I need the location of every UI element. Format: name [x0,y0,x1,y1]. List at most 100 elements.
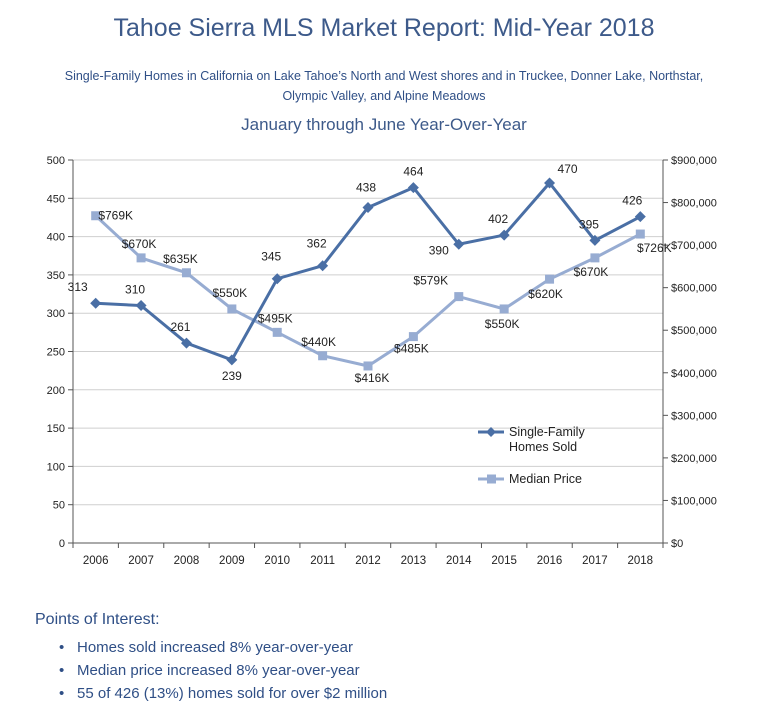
homes-sold-data-label: 464 [403,165,423,179]
poi-item: • Median price increased 8% year-over-yea… [35,659,387,682]
bullet-icon: • [59,685,65,702]
median-price-point [545,274,555,284]
x-tick-label: 2015 [491,555,517,567]
y-left-tick-label: 300 [47,308,65,320]
y-left-tick-label: 400 [47,232,65,244]
points-of-interest-title: Points of Interest: [35,611,160,628]
homes-sold-point [453,238,465,250]
y-left-tick-label: 0 [59,538,65,550]
median-price-point [227,304,237,314]
median-price-point [590,253,600,263]
y-right-tick-label: $800,000 [671,198,717,210]
median-price-data-label: $495K [258,311,293,325]
report-period: January through June Year-Over-Year [241,115,527,134]
homes-sold-data-label: 362 [307,237,327,251]
legend-median-price-marker [487,474,496,484]
y-left-tick-label: 250 [47,347,65,359]
homes-sold-point [180,337,192,349]
median-price-point [635,229,645,239]
y-right-tick-label: $300,000 [671,410,717,422]
homes-sold-data-label: 313 [68,280,88,294]
x-tick-label: 2009 [219,555,245,567]
median-price-point [272,327,282,337]
median-price-data-label: $485K [394,342,429,356]
homes-sold-point [634,211,646,223]
homes-sold-point [226,354,238,366]
x-tick-label: 2014 [446,555,472,567]
legend-homes-sold-label-line-2: Homes Sold [509,440,577,454]
x-tick-label: 2018 [628,555,654,567]
median-price-data-label: $440K [301,335,336,349]
poi-item: • Homes sold increased 8% year-over-year [35,636,387,659]
median-price-point [454,292,464,302]
median-price-data-label: $726K [637,241,672,255]
poi-text: 55 of 426 (13%) homes sold for over $2 m… [77,685,388,702]
x-tick-label: 2013 [401,555,427,567]
homes-sold-point [589,234,601,246]
bullet-icon: • [59,639,65,656]
legend-homes-sold-label-line-1: Single-Family [509,425,585,439]
y-right-tick-label: $0 [671,538,683,550]
median-price-data-label: $670K [574,265,609,279]
median-price-point [363,361,373,371]
y-right-tick-label: $200,000 [671,453,717,465]
y-left-tick-label: 500 [47,155,65,167]
subtitle-line-1: Single-Family Homes in California on Lak… [64,69,704,83]
y-right-tick-label: $900,000 [671,155,717,167]
homes-sold-point [135,300,147,312]
x-tick-label: 2011 [310,555,335,567]
homes-sold-data-label: 426 [622,194,642,208]
y-left-tick-label: 50 [53,500,65,512]
median-price-data-label: $769K [98,209,133,223]
homes-sold-data-label: 261 [170,320,190,334]
x-tick-label: 2007 [128,555,154,567]
homes-sold-point [317,260,329,272]
y-right-tick-label: $500,000 [671,325,717,337]
y-left-tick-label: 100 [47,461,65,473]
homes-sold-data-label: 345 [261,250,281,264]
homes-sold-point [90,297,102,309]
homes-sold-data-label: 395 [579,217,599,231]
median-price-data-label: $550K [212,286,247,300]
y-left-tick-label: 350 [47,270,65,282]
points-of-interest-list: • Homes sold increased 8% year-over-year … [35,636,387,705]
legend-median-price-label: Median Price [509,472,582,486]
x-tick-label: 2008 [174,555,200,567]
y-right-tick-label: $400,000 [671,368,717,380]
homes-sold-data-label: 470 [558,162,578,176]
homes-sold-point [271,273,283,285]
median-price-point [181,268,191,278]
median-price-point [499,304,509,314]
y-left-tick-label: 450 [47,193,65,205]
x-tick-label: 2006 [83,555,109,567]
report-subtitle: Single-Family Homes in California on Lak… [40,66,728,106]
y-left-tick-label: 200 [47,385,65,397]
legend-homes-sold-label: Single-Family Homes Sold [509,425,585,454]
homes-sold-point [498,229,510,241]
median-price-point [408,332,418,342]
legend-homes-sold-marker [486,427,496,437]
median-price-data-label: $416K [355,371,390,385]
median-price-point [91,211,101,221]
x-tick-label: 2016 [537,555,563,567]
poi-item: • 55 of 426 (13%) homes sold for over $2 … [35,682,387,705]
x-tick-label: 2010 [264,555,290,567]
homes-sold-data-label: 310 [125,283,145,297]
poi-text: Median price increased 8% year-over-year [77,662,360,679]
x-tick-label: 2017 [582,555,608,567]
subtitle-line-2: Olympic Valley, and Alpine Meadows [282,89,486,103]
poi-text: Homes sold increased 8% year-over-year [77,639,353,656]
homes-sold-data-label: 438 [356,180,376,194]
homes-sold-point [407,182,419,194]
median-price-point [318,351,328,361]
x-tick-label: 2012 [355,555,381,567]
y-right-tick-label: $600,000 [671,283,717,295]
median-price-data-label: $550K [485,317,520,331]
homes-sold-data-label: 239 [222,369,242,383]
y-right-tick-label: $700,000 [671,240,717,252]
y-left-tick-label: 150 [47,423,65,435]
homes-sold-data-label: 390 [429,243,449,257]
median-price-data-label: $579K [413,274,448,288]
homes-sold-point [362,201,374,213]
bullet-icon: • [59,662,65,679]
